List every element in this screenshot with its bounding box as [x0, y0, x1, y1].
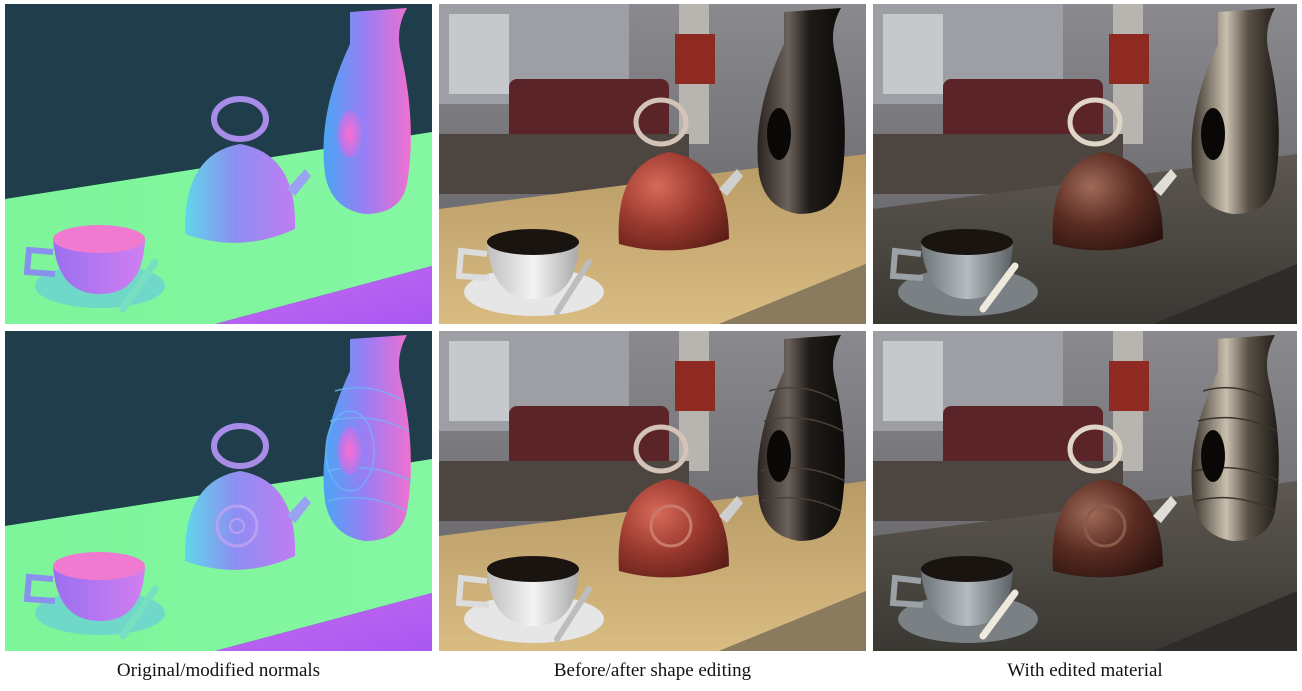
- render-edited-material-modified-image: [873, 331, 1297, 651]
- render-edited-material-modified-panel: [873, 331, 1297, 651]
- render-before-editing-image: [439, 4, 866, 324]
- caption-normals: Original/modified normals: [116, 660, 321, 681]
- render-before-editing-panel: [439, 4, 866, 324]
- normal-map-original-image: [5, 4, 432, 324]
- render-edited-material-image: [873, 4, 1297, 324]
- normal-map-original-panel: [5, 4, 432, 324]
- render-after-editing-panel: [439, 331, 866, 651]
- caption-edited-material: With edited material: [1007, 660, 1163, 681]
- normal-map-modified-image: [5, 331, 432, 651]
- caption-shape-editing: Before/after shape editing: [553, 660, 752, 681]
- render-edited-material-panel: [873, 4, 1297, 324]
- render-after-editing-image: [439, 331, 866, 651]
- normal-map-modified-panel: [5, 331, 432, 651]
